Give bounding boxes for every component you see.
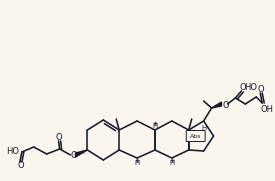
Text: Abs: Abs (190, 134, 201, 138)
Text: H: H (152, 123, 158, 129)
Text: H: H (201, 125, 206, 131)
Text: O: O (222, 100, 229, 110)
Polygon shape (76, 150, 87, 157)
Text: O: O (70, 150, 77, 159)
Text: O: O (239, 83, 246, 92)
Text: H: H (134, 160, 140, 166)
Text: OH: OH (261, 106, 274, 115)
Text: HO: HO (6, 146, 20, 155)
Text: O: O (18, 161, 24, 171)
Text: HO: HO (244, 83, 257, 92)
Polygon shape (211, 102, 221, 108)
Text: H: H (169, 160, 174, 166)
Text: O: O (55, 134, 62, 142)
Text: O: O (258, 85, 265, 94)
FancyBboxPatch shape (186, 131, 205, 142)
